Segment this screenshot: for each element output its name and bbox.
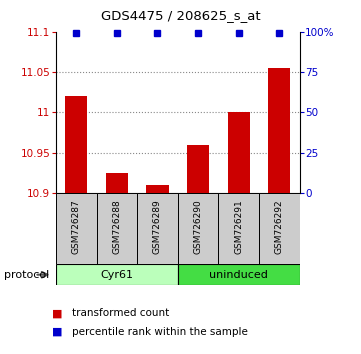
Text: GSM726292: GSM726292 xyxy=(275,200,284,254)
Bar xyxy=(146,185,169,193)
Text: GSM726291: GSM726291 xyxy=(234,200,243,254)
Text: transformed count: transformed count xyxy=(72,308,169,318)
Text: percentile rank within the sample: percentile rank within the sample xyxy=(72,327,248,337)
Text: GSM726287: GSM726287 xyxy=(72,200,81,254)
Text: GSM726289: GSM726289 xyxy=(153,200,162,254)
Text: protocol: protocol xyxy=(4,270,49,280)
Text: GDS4475 / 208625_s_at: GDS4475 / 208625_s_at xyxy=(101,9,260,22)
Text: ■: ■ xyxy=(52,327,63,337)
Bar xyxy=(259,193,300,264)
Bar xyxy=(218,193,259,264)
Bar xyxy=(56,264,178,285)
Bar xyxy=(268,68,291,193)
Bar xyxy=(65,96,87,193)
Bar xyxy=(56,193,97,264)
Bar xyxy=(97,193,137,264)
Bar xyxy=(137,193,178,264)
Text: ■: ■ xyxy=(52,308,63,318)
Text: GSM726288: GSM726288 xyxy=(112,200,121,254)
Bar xyxy=(227,113,250,193)
Bar xyxy=(187,144,209,193)
Text: GSM726290: GSM726290 xyxy=(193,200,203,254)
Text: Cyr61: Cyr61 xyxy=(100,270,133,280)
Text: uninduced: uninduced xyxy=(209,270,268,280)
Bar xyxy=(178,193,218,264)
Bar xyxy=(106,173,128,193)
Bar xyxy=(178,264,300,285)
